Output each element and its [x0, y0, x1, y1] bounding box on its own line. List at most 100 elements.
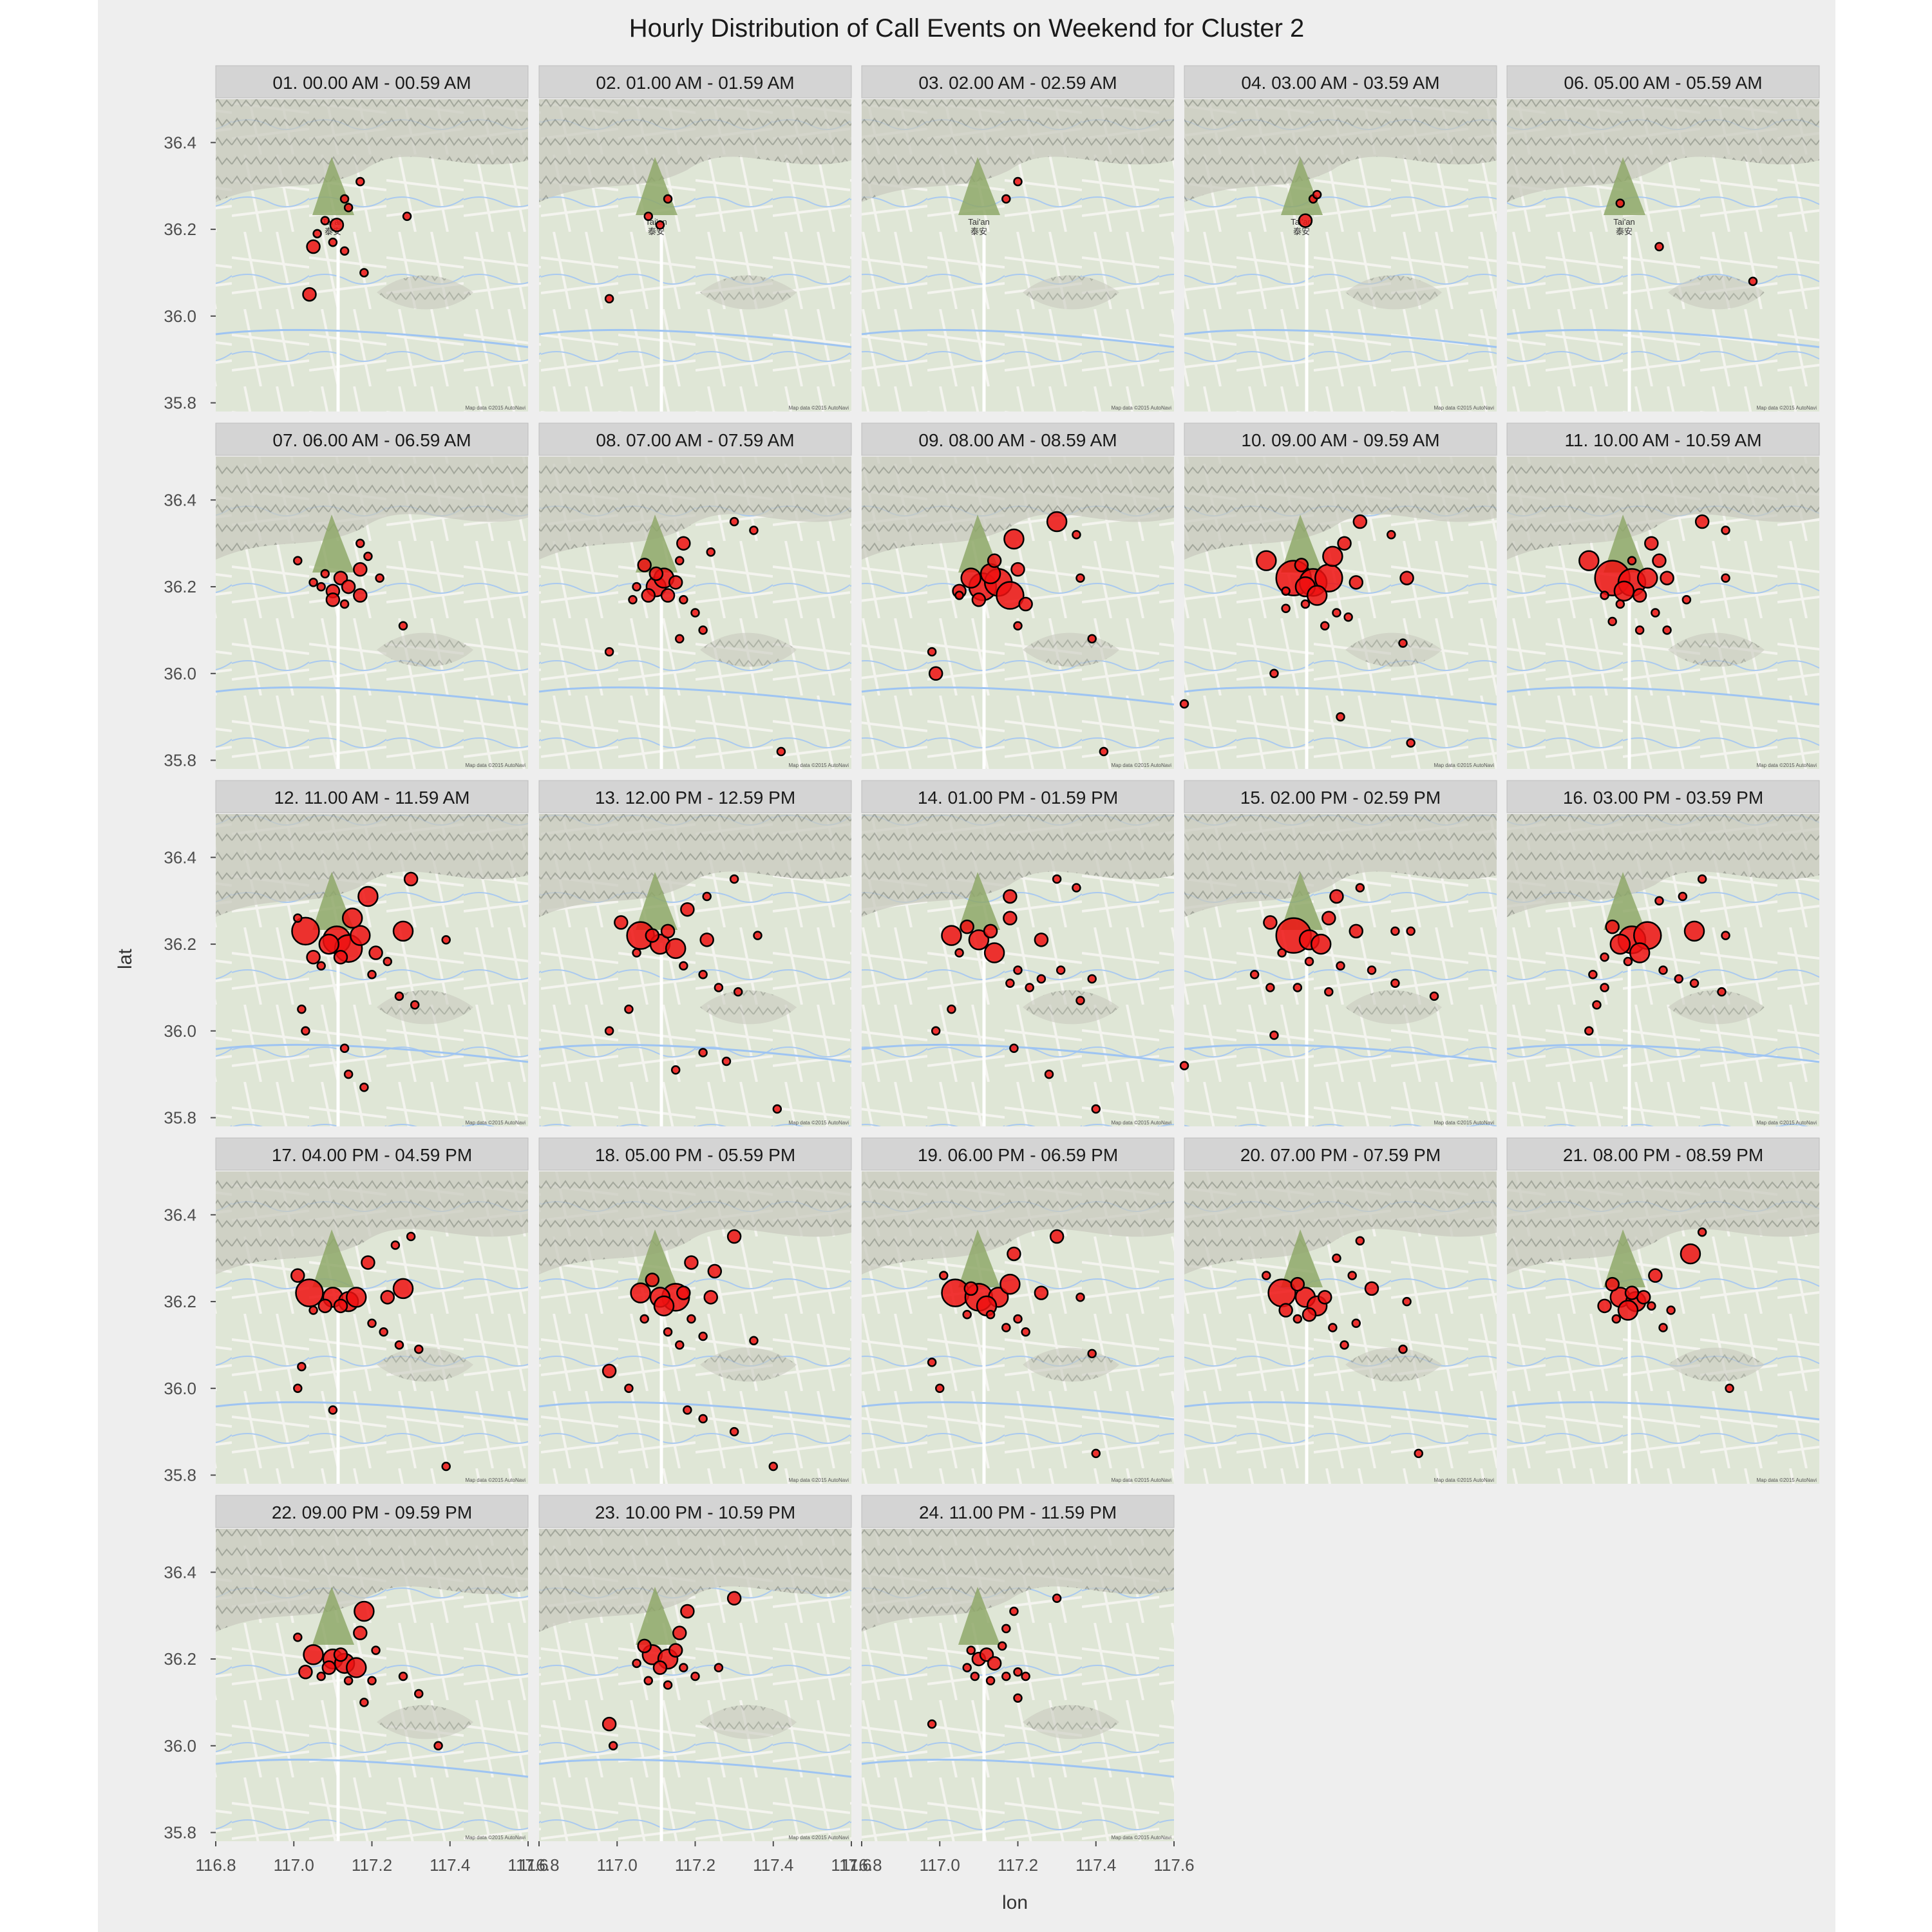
- facet-strip: [861, 1495, 1175, 1528]
- x-tick-label: 117.6: [1153, 1855, 1194, 1875]
- data-point: [1281, 586, 1291, 596]
- data-point: [653, 1295, 675, 1317]
- data-point: [927, 647, 937, 657]
- data-point: [1429, 991, 1439, 1001]
- map-hills: [1184, 814, 1497, 917]
- data-point: [645, 1273, 660, 1287]
- map-hills: [377, 1347, 473, 1382]
- facet-strip-label: 24. 11.00 PM - 11.59 PM: [919, 1502, 1117, 1522]
- map-hills: [1184, 457, 1497, 560]
- data-point: [1681, 595, 1692, 605]
- data-point: [706, 547, 715, 557]
- data-point: [291, 916, 320, 946]
- facet-panel: 08. 07.00 AM - 07.59 AM Map data ©2015 Au…: [538, 422, 852, 769]
- data-point: [367, 969, 377, 980]
- data-point: [670, 1065, 681, 1075]
- facet-panel: 13. 12.00 PM - 12.59 PM Map data ©2015 Au…: [538, 780, 852, 1126]
- data-point: [1605, 919, 1620, 934]
- data-point: [927, 1719, 937, 1729]
- map-hills: [539, 1529, 851, 1632]
- map-hills: [539, 99, 851, 202]
- facet-strip: [1506, 780, 1820, 813]
- map-hills: [1507, 99, 1819, 202]
- data-point: [1046, 511, 1068, 533]
- data-point: [1343, 612, 1353, 622]
- data-point: [637, 1638, 652, 1654]
- data-point: [339, 246, 350, 256]
- data-point: [698, 1048, 708, 1057]
- data-point: [1660, 571, 1674, 585]
- map-attribution: Map data ©2015 AutoNavi: [465, 1120, 526, 1126]
- map-hills: [1507, 1171, 1819, 1274]
- y-tick-label: 36.4: [164, 1562, 196, 1582]
- data-point: [1637, 567, 1658, 589]
- data-point: [1578, 550, 1600, 571]
- data-point: [698, 969, 708, 980]
- facet-strip: [538, 1495, 852, 1528]
- data-point: [680, 1604, 695, 1619]
- map-river: [861, 1758, 1175, 1778]
- data-point: [1588, 969, 1598, 980]
- y-tick-label: 36.2: [164, 934, 196, 954]
- data-point: [1001, 1624, 1011, 1634]
- data-point: [928, 666, 943, 681]
- data-point: [1615, 198, 1625, 208]
- data-point: [768, 1461, 778, 1472]
- data-point: [1321, 911, 1336, 925]
- map-city-label: Tai'an: [1613, 217, 1635, 227]
- facet-strip: [1184, 1137, 1497, 1171]
- data-point: [1347, 1271, 1357, 1280]
- data-point: [1304, 956, 1314, 967]
- facet-panel: 14. 01.00 PM - 01.59 PM Map data ©2015 Au…: [861, 780, 1175, 1126]
- data-point: [1293, 1314, 1303, 1324]
- data-point: [676, 536, 691, 551]
- facet-strip-label: 07. 06.00 AM - 06.59 AM: [272, 430, 471, 450]
- data-point: [1340, 1340, 1349, 1350]
- map-river: [215, 1401, 529, 1421]
- map-attribution: Map data ©2015 AutoNavi: [788, 1835, 849, 1841]
- data-point: [363, 551, 373, 562]
- y-tick-label: 36.0: [164, 307, 196, 326]
- facet-panel: 19. 06.00 PM - 06.59 PM Map data ©2015 Au…: [861, 1137, 1175, 1484]
- data-point: [346, 1657, 367, 1678]
- data-point: [392, 920, 414, 942]
- data-point: [353, 562, 368, 577]
- map-hills: [1668, 1347, 1765, 1382]
- data-point: [672, 1625, 687, 1640]
- data-point: [1644, 536, 1659, 551]
- data-point: [1013, 621, 1023, 630]
- data-point: [1009, 1606, 1019, 1616]
- facet-strip-label: 09. 08.00 AM - 08.59 AM: [918, 430, 1117, 450]
- map-hills: [1345, 275, 1442, 310]
- data-point: [726, 1591, 742, 1606]
- data-point: [1349, 575, 1363, 590]
- map-hills: [700, 1705, 797, 1739]
- data-point: [367, 1318, 377, 1329]
- data-point: [1056, 965, 1066, 975]
- facet-strip: [861, 780, 1175, 813]
- y-tick-label: 36.4: [164, 1205, 196, 1224]
- data-point: [987, 553, 1002, 568]
- data-point: [293, 556, 303, 565]
- map-hills: [539, 1171, 851, 1274]
- data-point: [1075, 1293, 1085, 1302]
- data-point: [637, 558, 652, 573]
- data-point: [1009, 1043, 1019, 1053]
- data-point: [954, 948, 964, 958]
- facet-panel: 20. 07.00 PM - 07.59 PM Map data ©2015 Au…: [1184, 1137, 1497, 1484]
- data-point: [1624, 1285, 1640, 1300]
- facet-strip-label: 03. 02.00 AM - 02.59 AM: [918, 73, 1117, 93]
- map-hills: [377, 1705, 473, 1739]
- y-tick-label: 36.0: [164, 1379, 196, 1398]
- data-point: [298, 1665, 313, 1680]
- data-point: [406, 1231, 416, 1242]
- map-hills: [539, 814, 851, 917]
- facet-strip-label: 06. 05.00 AM - 05.59 AM: [1564, 73, 1762, 93]
- data-point: [1044, 1069, 1054, 1079]
- data-point: [1072, 530, 1081, 540]
- data-point: [680, 902, 695, 917]
- data-point: [1623, 956, 1633, 967]
- data-point: [968, 929, 990, 951]
